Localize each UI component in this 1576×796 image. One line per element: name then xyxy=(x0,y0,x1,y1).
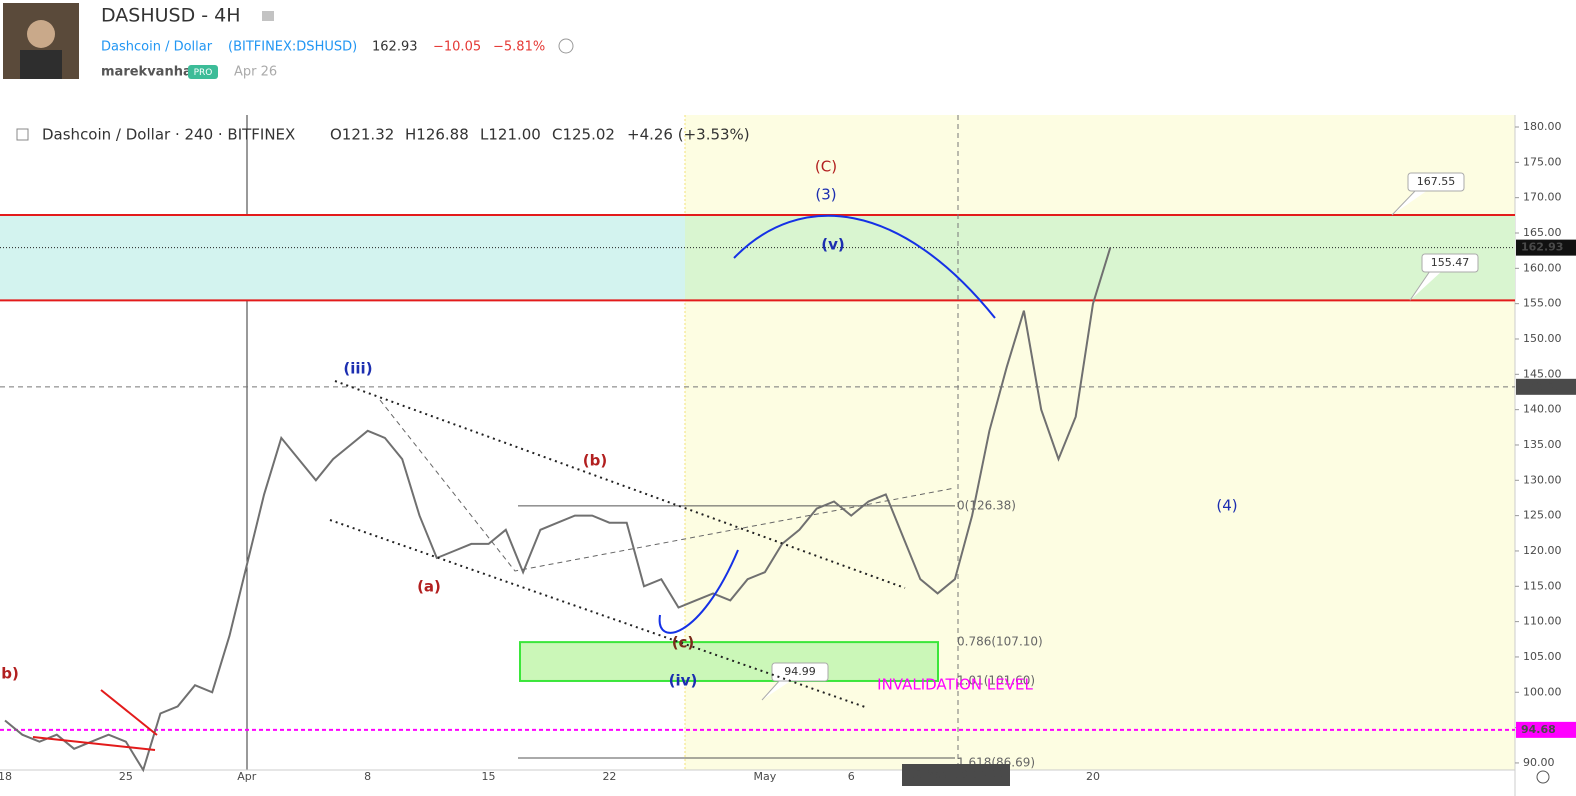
x-tick-label: Apr xyxy=(237,770,257,783)
channel-lower xyxy=(329,519,866,708)
x-tick-label: 22 xyxy=(602,770,616,783)
ohlc-low: L121.00 xyxy=(480,126,541,144)
zone-fill xyxy=(685,214,1515,301)
x-tick-label: 15 xyxy=(482,770,496,783)
x-tick-label: 6 xyxy=(848,770,855,783)
ohlc-close: C125.02 xyxy=(552,126,615,144)
x-tick-label: 8 xyxy=(364,770,371,783)
avatar-body xyxy=(20,50,62,79)
change-pct: −5.81% xyxy=(493,40,545,55)
y-tick-label: 90.00 xyxy=(1523,756,1555,769)
y-tick-label: 160.00 xyxy=(1523,261,1562,274)
callout-box xyxy=(1421,253,1479,273)
y-tick-label: 120.00 xyxy=(1523,544,1562,557)
settings-icon[interactable] xyxy=(1536,770,1550,784)
price: 162.93 xyxy=(372,40,418,55)
y-tick-label: 175.00 xyxy=(1523,155,1562,168)
price-tag-label: 94.68 xyxy=(1521,723,1556,736)
price-tag-label: 143.23 xyxy=(1521,380,1563,393)
ohlc-high: H126.88 xyxy=(405,126,469,144)
alert-icon[interactable] xyxy=(558,38,574,54)
y-tick-label: 145.00 xyxy=(1523,367,1562,380)
fib-label: 0(126.38) xyxy=(957,498,1016,512)
lock-icon xyxy=(262,11,274,21)
change: −10.05 xyxy=(433,40,481,55)
wave-label: (3) xyxy=(815,186,836,204)
x-tick-label: 18 xyxy=(0,770,12,783)
author[interactable]: marekvanha xyxy=(101,65,192,80)
y-tick-label: 165.00 xyxy=(1523,226,1562,239)
wave-label: (v) xyxy=(821,236,845,254)
price-tag xyxy=(1516,378,1576,395)
invalidation-label: INVALIDATION LEVEL xyxy=(877,676,1033,694)
wave-label: (c) xyxy=(672,634,695,652)
wave-label: (b) xyxy=(583,452,607,470)
x-tick-label: 25 xyxy=(119,770,133,783)
crosshair-time: 12 May '19 04:00 xyxy=(908,768,1004,781)
fib-box xyxy=(519,641,939,682)
y-tick-label: 170.00 xyxy=(1523,191,1562,204)
callout-label: 167.55 xyxy=(1417,175,1456,188)
price-tag xyxy=(1516,239,1576,256)
wedge-upper xyxy=(100,689,158,736)
callout-label: 94.99 xyxy=(784,665,816,678)
ohlc-change: +4.26 (+3.53%) xyxy=(627,126,750,144)
price-tag-label: 162.93 xyxy=(1521,241,1563,254)
wedge-lower xyxy=(32,736,156,751)
y-tick-label: 140.00 xyxy=(1523,403,1562,416)
wave-label: (4) xyxy=(1216,497,1237,515)
y-tick-label: 150.00 xyxy=(1523,332,1562,345)
date: Apr 26 xyxy=(234,65,277,80)
callout-box xyxy=(1407,172,1465,192)
ticker[interactable]: (BITFINEX:DSHUSD) xyxy=(228,40,357,55)
wave-label: b) xyxy=(1,665,19,683)
y-tick-label: 155.00 xyxy=(1523,297,1562,310)
collapse-icon[interactable] xyxy=(16,128,29,141)
y-tick-label: 100.00 xyxy=(1523,685,1562,698)
y-tick-label: 115.00 xyxy=(1523,579,1562,592)
ohlc-open: O121.32 xyxy=(330,126,394,144)
fib-label: 1.01(101.60) xyxy=(957,673,1035,687)
price-line xyxy=(4,247,1112,773)
arrow-v xyxy=(733,214,996,319)
pair[interactable]: Dashcoin / Dollar xyxy=(101,40,213,55)
symbol-title: DASHUSD - 4H xyxy=(101,5,241,27)
channel-upper xyxy=(334,380,906,589)
wave-label: (iv) xyxy=(669,672,698,690)
avatar-face xyxy=(27,20,55,48)
badge-bg xyxy=(188,65,218,79)
y-tick-label: 135.00 xyxy=(1523,438,1562,451)
triangle xyxy=(379,399,956,572)
wave-label: (C) xyxy=(815,158,837,176)
y-tick-label: 180.00 xyxy=(1523,120,1562,133)
legend-title: Dashcoin / Dollar · 240 · BITFINEX xyxy=(42,126,295,144)
y-tick-label: 130.00 xyxy=(1523,473,1562,486)
x-tick-label: 20 xyxy=(1086,770,1100,783)
y-tick-label: 125.00 xyxy=(1523,509,1562,522)
fib-label: 0.786(107.10) xyxy=(957,635,1043,649)
callout-box xyxy=(771,662,829,682)
x-tick-label: May xyxy=(754,770,777,783)
callout-label: 155.47 xyxy=(1431,256,1470,269)
y-tick-label: 105.00 xyxy=(1523,650,1562,663)
wave-label: (a) xyxy=(417,578,441,596)
zone-fill xyxy=(0,214,685,301)
badge: PRO xyxy=(194,68,213,78)
y-tick-label: 110.00 xyxy=(1523,615,1562,628)
crosshair-time-bg xyxy=(902,764,1010,786)
price-tag xyxy=(1516,721,1576,738)
arrow-iv xyxy=(658,549,739,634)
wave-label: (iii) xyxy=(343,360,372,378)
